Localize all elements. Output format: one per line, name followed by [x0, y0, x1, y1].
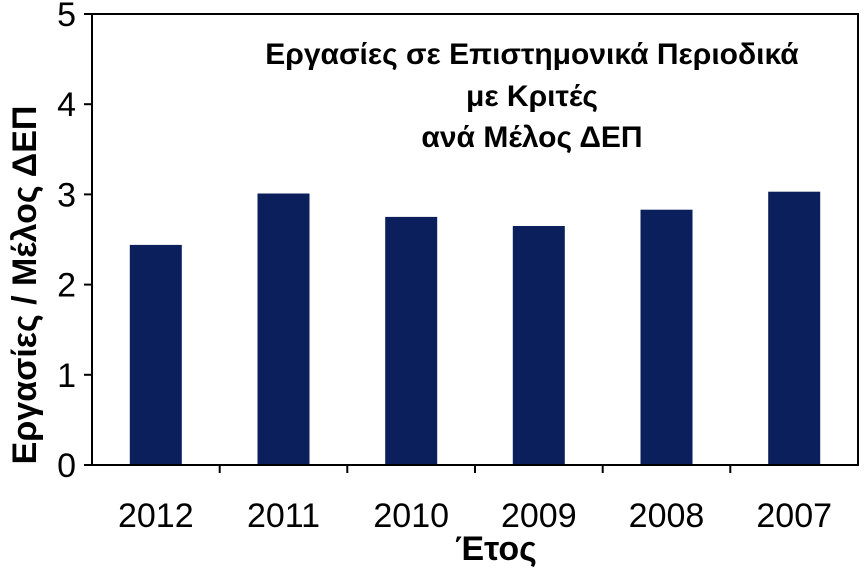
y-tick-label-4: 4 — [57, 86, 76, 124]
y-tick-label-5: 5 — [57, 0, 76, 34]
bar-2012 — [129, 244, 182, 465]
chart-title-line-3: ανά Μέλος ΔΕΠ — [421, 121, 642, 154]
y-tick-label-3: 3 — [57, 176, 76, 214]
x-tick-label-2007: 2007 — [756, 497, 832, 535]
x-tick-label-2011: 2011 — [247, 497, 320, 535]
bar-2008 — [640, 209, 693, 465]
axes-layer — [84, 13, 859, 473]
chart-title-line-1: Εργασίες σε Επιστημονικά Περιοδικά — [265, 38, 799, 71]
bar-2007 — [768, 191, 821, 465]
bars-layer — [129, 191, 821, 465]
y-tick-label-1: 1 — [57, 357, 76, 395]
y-axis-title: Εργασίες / Μέλος ΔΕΠ — [6, 106, 44, 465]
title-layer: Εργασίες σε Επιστημονικά Περιοδικά με Κρι… — [265, 38, 799, 154]
bar-2010 — [385, 216, 438, 465]
bar-2011 — [257, 193, 310, 465]
ticks-layer: 2012 2011 2010 2009 2008 2007 0 1 2 3 4 5 — [57, 0, 832, 535]
x-tick-label-2010: 2010 — [373, 497, 449, 535]
x-tick-label-2012: 2012 — [118, 497, 194, 535]
y-tick-label-0: 0 — [57, 447, 76, 485]
bar-2009 — [512, 226, 565, 465]
chart-title-line-2: με Κριτές — [466, 80, 598, 113]
x-axis-title: Έτος — [455, 530, 537, 568]
x-tick-label-2009: 2009 — [501, 497, 577, 535]
y-tick-label-2: 2 — [57, 267, 76, 305]
x-tick-label-2008: 2008 — [629, 497, 705, 535]
